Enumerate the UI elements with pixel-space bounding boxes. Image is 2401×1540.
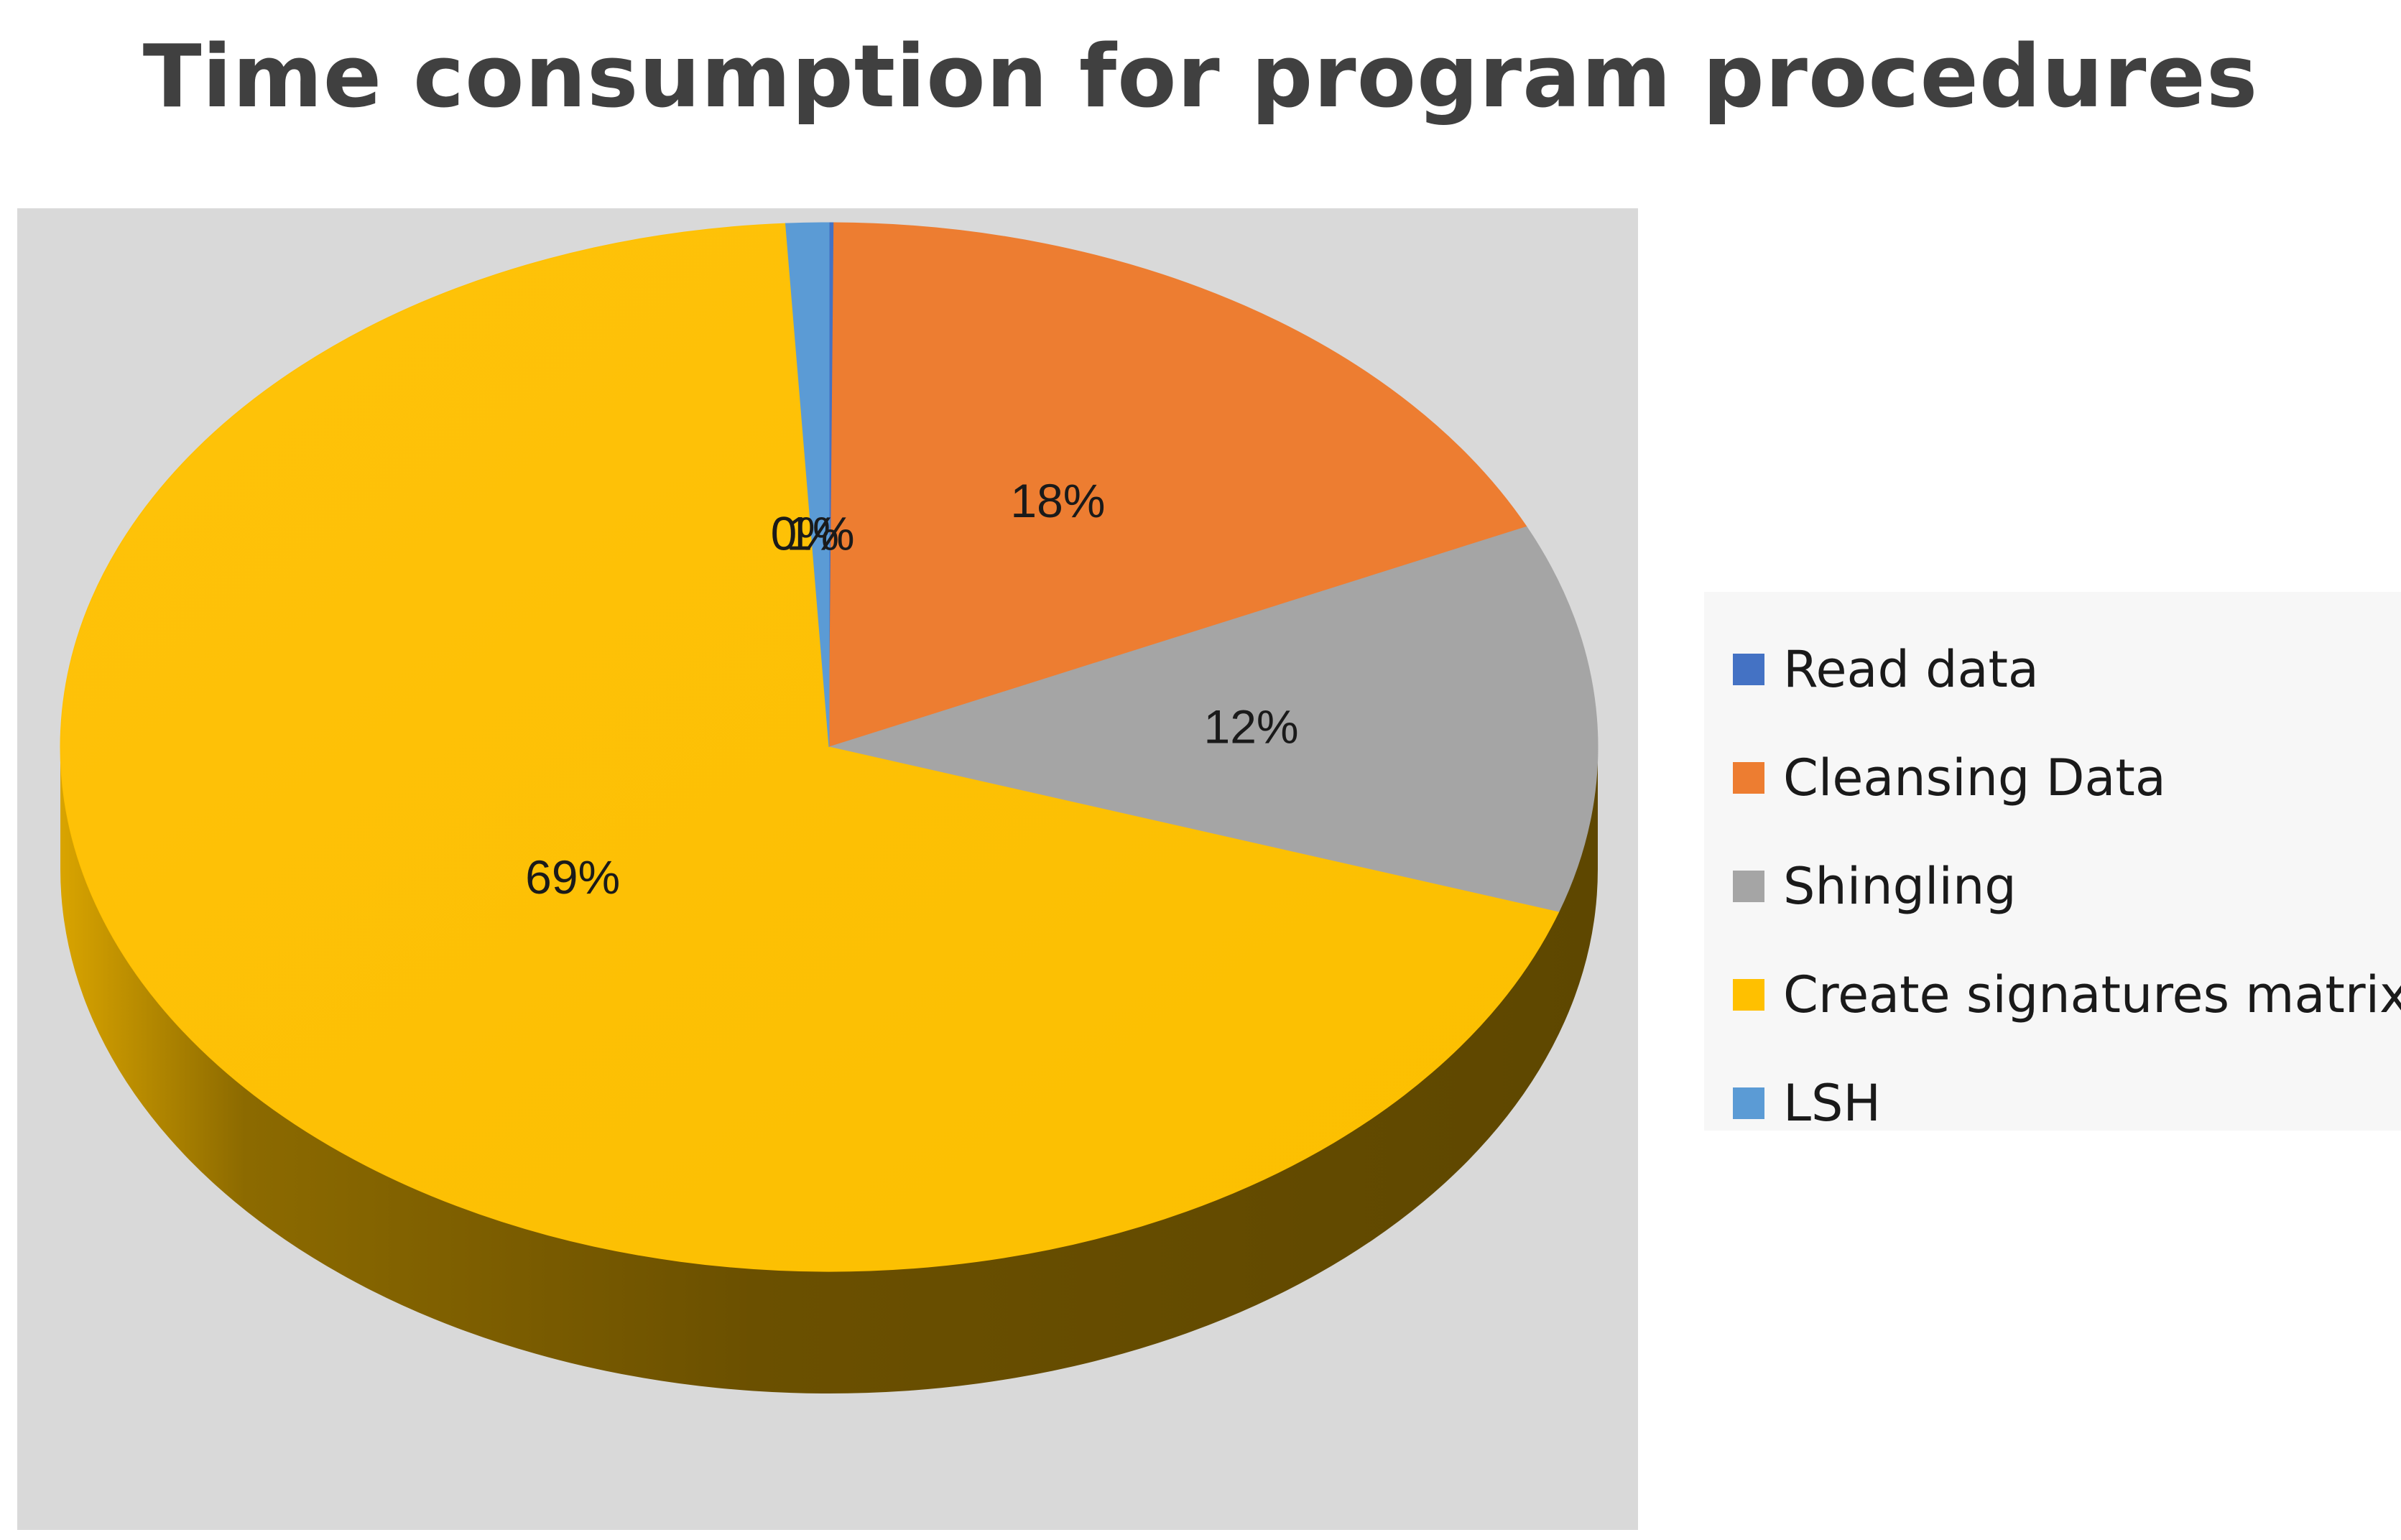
data-label-lsh: 1% (786, 507, 854, 560)
legend-label: Read data (1783, 639, 2039, 699)
legend-label: Shingling (1783, 856, 2017, 916)
legend: Read data Cleansing Data Shingling Creat… (1704, 592, 2401, 1133)
chart-title: Time consumption for program procedures (142, 27, 2259, 127)
pie-slice-shingling (828, 526, 1599, 913)
data-label-shingling: 12% (1204, 700, 1299, 753)
legend-swatch-shingling (1733, 870, 1764, 902)
legend-label: Create signatures matrix (1783, 965, 2401, 1024)
legend-item-create-signatures-matrix: Create signatures matrix (1704, 940, 2401, 1049)
legend-swatch-read-data (1733, 653, 1764, 685)
legend-item-read-data: Read data (1704, 615, 2401, 723)
data-label-cleansing-data: 18% (1010, 474, 1105, 527)
legend-swatch-cleansing-data (1733, 761, 1764, 794)
pie-slice-lsh (785, 222, 830, 748)
pie-slice-create-signatures-matrix (60, 223, 1560, 1272)
pie-chart: 0% 18% 12% 69% 1% (60, 222, 1599, 1393)
data-label-read-data: 0% (771, 506, 839, 560)
legend-label: Cleansing Data (1783, 748, 2166, 807)
pie-slice-cleansing-data (828, 222, 1527, 748)
legend-item-cleansing-data: Cleansing Data (1704, 723, 2401, 832)
pie-side-wall (60, 747, 1598, 1393)
legend-swatch-lsh (1733, 1087, 1764, 1119)
legend-label: LSH (1783, 1073, 1882, 1133)
legend-item-lsh: LSH (1704, 1049, 2401, 1157)
data-label-create-signatures-matrix: 69% (525, 850, 620, 904)
legend-swatch-create-signatures-matrix (1733, 978, 1764, 1011)
legend-item-shingling: Shingling (1704, 832, 2401, 940)
